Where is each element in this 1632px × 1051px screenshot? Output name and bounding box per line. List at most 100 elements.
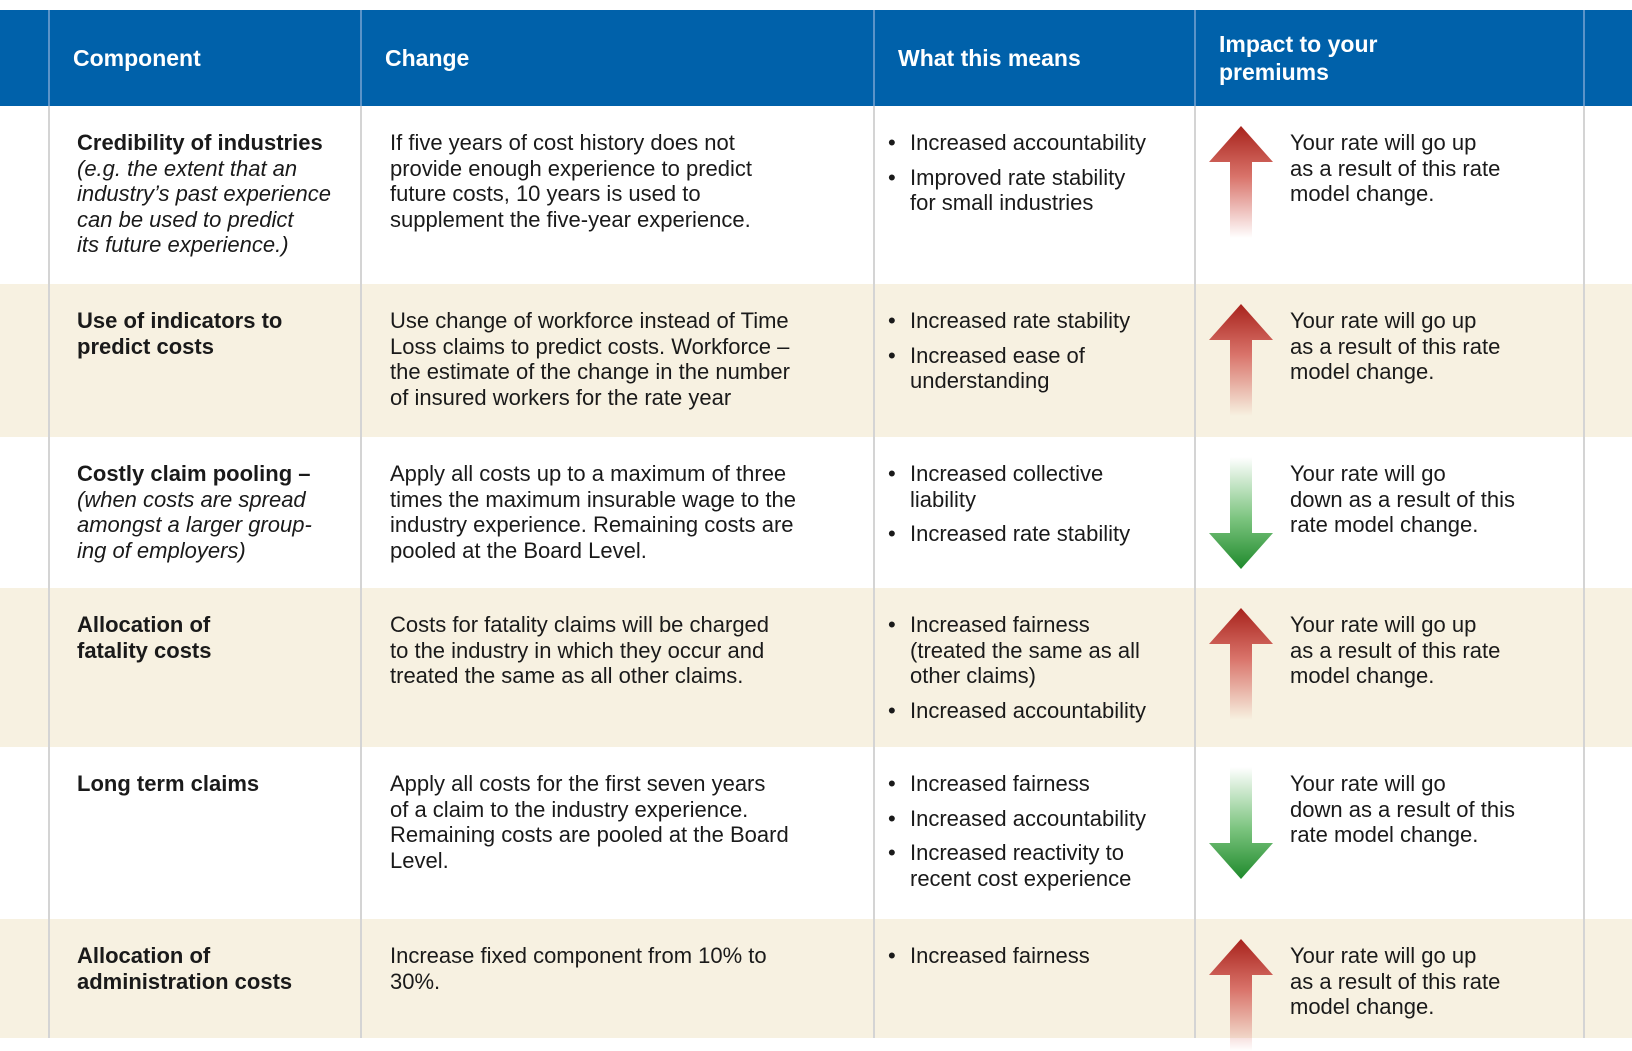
row-band [0,747,1632,919]
change-line: the estimate of the change in the number [390,359,790,384]
component-name: Allocation of administration costs [77,943,292,994]
arrow-up [1209,126,1273,238]
column-line [1583,106,1585,1038]
column-line [873,10,875,106]
change-line: of a claim to the industry experience. [390,796,749,822]
arrow-shape [1209,304,1273,416]
component-cell: Costly claim pooling – (when costs are sp… [77,461,312,563]
change-line: Apply all costs up to a maximum of three [390,461,787,486]
bullet-line: Increased rate stability [910,308,1131,333]
bullet-item: Increased accountability [888,698,1146,724]
arrow-shape [1209,608,1273,720]
bullet-line: Improved rate stability [910,164,1126,190]
header-line: premiums [1219,59,1329,85]
note-line: (e.g. the extent that an [77,155,298,181]
note-line: ing of employers) [77,537,246,563]
arrow-up [1209,304,1273,416]
change-line: If five years of cost history does not [390,130,735,155]
arrow-down [1209,457,1273,569]
impact-line: model change. [1290,663,1435,688]
impact-line: model change. [1290,994,1435,1019]
means-cell: Increased rate stability Increased ease o… [888,308,1130,403]
bullet-line: for small industries [910,190,1094,215]
bullet-item: Increased fairness(treated the same as a… [888,612,1146,689]
impact-line: Your rate will go up [1290,943,1477,968]
bullet-item: Increased accountability [888,130,1146,156]
arrow-shape [1209,767,1273,879]
bullet-line: Increased accountability [910,130,1147,155]
change-cell: Use change of workforce instead of Time L… [390,308,790,410]
impact-line: rate model change. [1290,512,1479,537]
impact-line: as a result of this rate [1290,968,1501,994]
component-name: Costly claim pooling – [77,461,312,487]
impact-line: as a result of this rate [1290,333,1501,359]
change-line: Increase fixed component from 10% to [390,943,767,968]
change-line: provide enough experience to predict [390,155,753,181]
header-line: Impact to your [1219,31,1378,57]
bullet-line: Increased rate stability [910,521,1131,546]
change-line: 30%. [390,968,441,994]
arrow-shape [1209,939,1273,1051]
note-line: amongst a larger group- [77,512,312,537]
impact-line: Your rate will go [1290,461,1446,486]
means-cell: Increased fairness Increased accountabili… [888,771,1146,900]
change-line: supplement the five-year experience. [390,206,751,232]
impact-cell: Your rate will go up as a result of this … [1290,308,1500,385]
column-line [873,106,875,1038]
row-band [0,284,1632,437]
impact-line: model change. [1290,181,1435,206]
component-line: administration costs [77,968,293,994]
bullet-line: Increased accountability [910,697,1147,723]
component-line: predict costs [77,333,214,359]
header-cell: What this means [898,45,1081,71]
impact-line: as a result of this rate [1290,155,1501,181]
component-note: (when costs are spread amongst a larger g… [77,487,312,564]
note-line: can be used to predict [77,206,294,232]
bullet-line: Increased reactivity to [910,840,1124,865]
change-cell: Apply all costs up to a maximum of three… [390,461,796,563]
row-band [0,106,1632,284]
column-line [1194,10,1196,106]
header-cell: Component [73,45,201,71]
component-name: Use of indicators to predict costs [77,308,282,359]
impact-line: rate model change. [1290,822,1479,847]
row-band [0,919,1632,1038]
change-line: Use change of workforce instead of Time [390,308,789,333]
column-line [48,106,50,1038]
note-line: industry’s past experience [77,181,331,206]
change-line: times the maximum insurable wage to the [390,486,796,512]
component-name: Credibility of industries [77,130,331,156]
impact-cell: Your rate will go up as a result of this … [1290,943,1500,1020]
column-line [360,106,362,1038]
bullet-line: understanding [910,368,1050,393]
component-cell: Use of indicators to predict costs [77,308,282,359]
component-cell: Credibility of industries (e.g. the exten… [77,130,331,258]
component-line: Costly claim pooling – [77,461,311,486]
arrow-up [1209,608,1273,720]
component-name: Long term claims [77,771,259,797]
change-cell: Apply all costs for the first seven year… [390,771,789,873]
component-name: Allocation of fatality costs [77,612,212,663]
change-line: treated the same as all other claims. [390,663,744,688]
change-line: Level. [390,847,449,873]
bullet-item: Increased rate stability [888,308,1130,334]
means-cell: Increased fairness(treated the same as a… [888,612,1146,732]
component-note: (e.g. the extent that an industry’s past … [77,156,331,258]
bullet-line: Increased ease of [910,342,1085,368]
arrow-shape [1209,126,1273,238]
column-line [1583,10,1585,106]
change-line: Remaining costs are pooled at the Board [390,822,789,847]
means-cell: Increased fairness [888,943,1090,978]
bullet-line: recent cost experience [910,865,1132,891]
change-line: pooled at the Board Level. [390,537,647,563]
impact-line: Your rate will go up [1290,130,1477,155]
column-line [1194,106,1196,1038]
change-line: to the industry in which they occur and [390,637,765,663]
arrow-up [1209,939,1273,1051]
impact-line: model change. [1290,359,1435,384]
change-line: future costs, 10 years is used to [390,181,701,206]
